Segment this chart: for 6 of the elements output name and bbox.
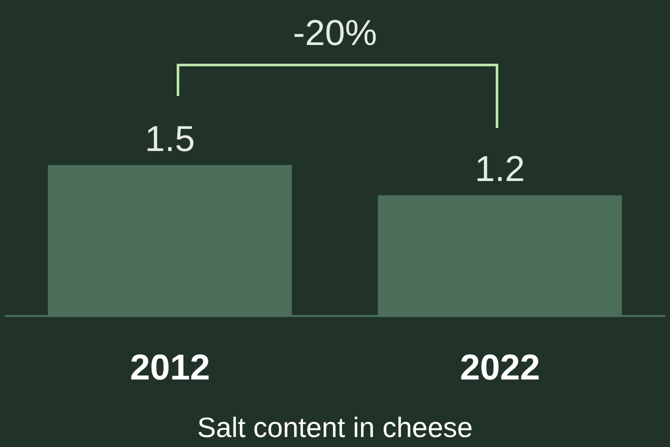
x-tick-label: 2012 — [130, 346, 210, 388]
data-label: 1.5 — [144, 118, 195, 159]
x-tick-label: 2022 — [460, 346, 540, 388]
x-axis-title: Salt content in cheese — [196, 412, 474, 444]
text: -20% — [292, 12, 378, 54]
data-label: 1.2 — [474, 148, 525, 190]
